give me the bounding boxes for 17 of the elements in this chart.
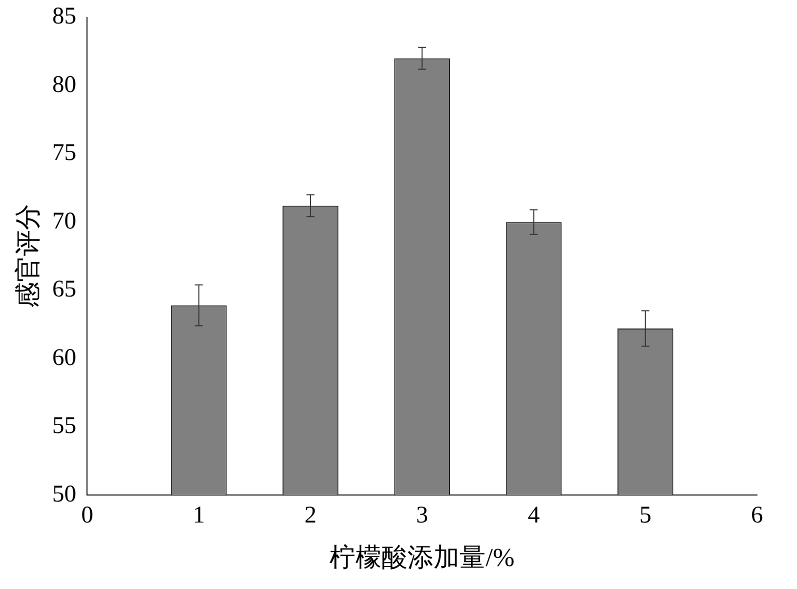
y-tick-label: 80 — [52, 72, 76, 98]
x-tick-label: 1 — [192, 502, 205, 529]
y-tick-label: 65 — [52, 276, 76, 303]
x-tick-label: 4 — [528, 502, 540, 529]
x-axis-title: 柠檬酸添加量/% — [330, 543, 515, 572]
y-tick-label: 85 — [52, 4, 76, 30]
x-tick-label: 6 — [751, 502, 763, 529]
y-tick-label: 70 — [52, 208, 76, 234]
y-axis-title: 感官评分 — [13, 204, 42, 308]
y-tick-label: 60 — [52, 344, 76, 371]
x-tick-label: 3 — [416, 502, 428, 529]
x-tick-label: 0 — [81, 502, 94, 529]
x-tick-label: 2 — [304, 502, 316, 529]
y-tick-label: 50 — [52, 481, 76, 508]
x-tick-label: 5 — [639, 502, 652, 529]
y-tick-label: 55 — [52, 413, 76, 440]
y-tick-label: 75 — [52, 140, 76, 166]
